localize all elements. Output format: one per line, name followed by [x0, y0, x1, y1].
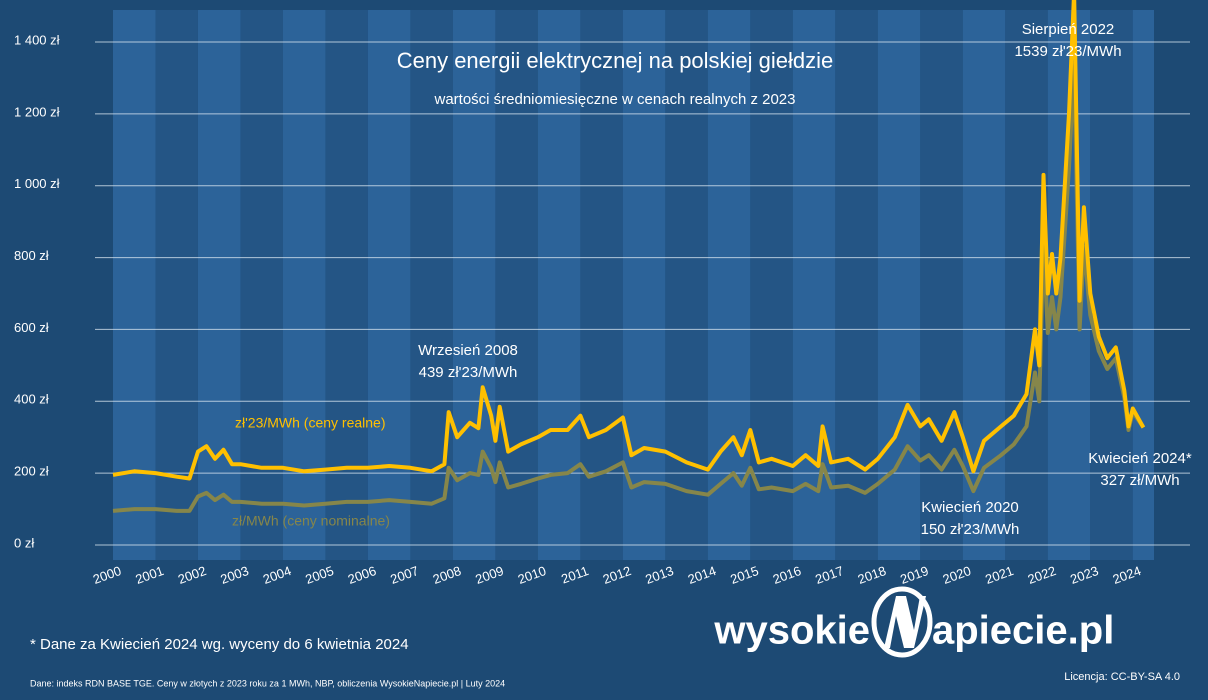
year-stripe: [367, 10, 411, 560]
year-stripe: [920, 10, 963, 560]
year-stripe: [325, 10, 368, 560]
year-stripe: [877, 10, 921, 560]
annotation: Kwiecień 2024*: [1088, 450, 1192, 467]
year-stripe: [452, 10, 496, 560]
y-tick-label: 800 zł: [14, 248, 49, 263]
footnote: * Dane za Kwiecień 2024 wg. wyceny do 6 …: [30, 636, 409, 653]
y-tick-label: 1 000 zł: [14, 176, 60, 191]
logo-icon: [871, 586, 933, 658]
year-stripe: [1090, 10, 1133, 560]
year-stripe: [282, 10, 326, 560]
source: Dane: indeks RDN BASE TGE. Ceny w złotyc…: [30, 678, 505, 688]
series-label: zł'23/MWh (ceny realne): [235, 415, 386, 431]
annotation: 1539 zł'23/MWh: [1014, 43, 1121, 60]
year-stripe: [707, 10, 751, 560]
y-tick-label: 1 400 zł: [14, 32, 60, 47]
y-tick-label: 0 zł: [14, 535, 34, 550]
year-stripe: [622, 10, 666, 560]
y-tick-label: 1 200 zł: [14, 104, 60, 119]
annotation: 439 zł'23/MWh: [419, 364, 518, 381]
annotation: Kwiecień 2020: [921, 499, 1019, 516]
annotation: Wrzesień 2008: [418, 342, 518, 359]
logo-right: apiecie.pl: [932, 609, 1114, 653]
series-line: [112, 0, 1146, 481]
year-stripe: [197, 10, 241, 560]
year-stripe: [750, 10, 793, 560]
annotation: 327 zł/MWh: [1100, 472, 1179, 489]
series-label: zł/MWh (ceny nominalne): [232, 513, 390, 529]
year-stripe: [113, 10, 156, 560]
logo-left: wysokie: [713, 609, 870, 653]
year-stripe: [240, 10, 283, 560]
license: Licencja: CC-BY-SA 4.0: [1064, 671, 1180, 683]
annotation: Sierpień 2022: [1022, 21, 1115, 38]
series-line: [112, 61, 1146, 513]
year-stripe: [835, 10, 878, 560]
annotation: 150 zł'23/MWh: [921, 521, 1020, 538]
chart-title: Ceny energii elektrycznej na polskiej gi…: [397, 48, 834, 73]
chart-subtitle: wartości średniomiesięczne w cenach real…: [433, 91, 795, 108]
year-stripe: [792, 10, 836, 560]
y-tick-label: 600 zł: [14, 320, 49, 335]
y-tick-label: 400 zł: [14, 392, 49, 407]
y-tick-label: 200 zł: [14, 464, 49, 479]
